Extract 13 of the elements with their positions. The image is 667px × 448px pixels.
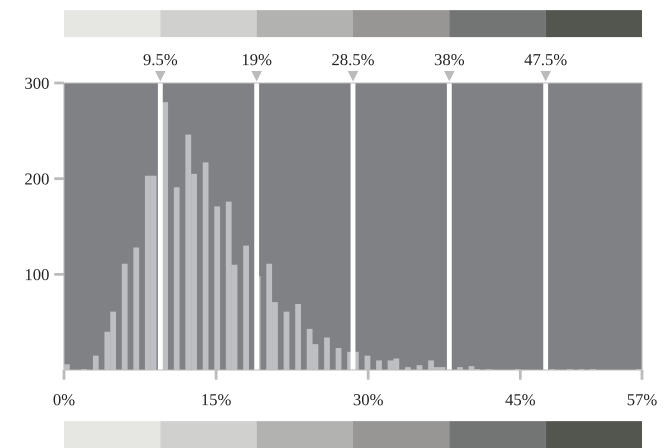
y-tick-label: 100 — [26, 269, 49, 280]
y-tick-label: 300 — [25, 78, 49, 89]
x-tick-label: 15% — [202, 394, 231, 406]
ref-line-label: 19% — [242, 54, 272, 66]
ref-line-label: 38% — [434, 54, 464, 66]
y-tick-label: 200 — [25, 173, 49, 185]
ref-line-label: 28.5% — [332, 54, 374, 66]
x-tick-label: 0% — [54, 394, 75, 406]
x-tick-label: 45% — [505, 394, 536, 406]
x-tick-label: 57% — [628, 394, 657, 406]
ref-line-label: 47.5% — [524, 54, 567, 66]
ref-line-label: 9.5% — [144, 54, 178, 66]
x-tick-label: 30% — [354, 394, 383, 406]
